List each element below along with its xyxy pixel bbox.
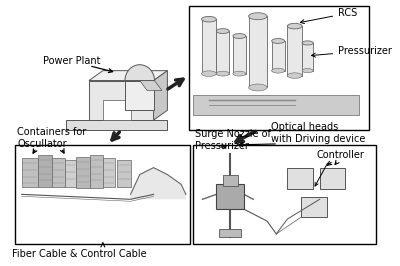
Polygon shape [140,81,162,90]
Bar [22,158,38,188]
Bar [38,155,52,188]
Bar [272,41,284,71]
Text: Optical heads
with Driving device: Optical heads with Driving device [271,122,365,144]
Ellipse shape [202,71,216,76]
Bar [223,174,238,186]
Ellipse shape [216,29,229,34]
Bar [65,160,76,188]
Bar [90,155,103,188]
Text: Containers for
Oscullator: Containers for Oscullator [17,127,86,149]
Bar [103,158,115,188]
Wedge shape [125,65,154,81]
Polygon shape [89,71,168,81]
Bar [202,19,216,74]
Bar [52,158,65,188]
Bar [249,16,267,88]
Bar [76,157,90,188]
Polygon shape [103,100,130,120]
Ellipse shape [233,34,246,39]
Ellipse shape [249,13,267,20]
Bar [320,168,346,189]
Ellipse shape [287,23,302,29]
Bar [15,145,190,244]
Ellipse shape [216,71,229,76]
Bar [193,95,359,115]
Bar [302,43,313,71]
Text: Fiber Cable & Control Cable: Fiber Cable & Control Cable [12,249,147,259]
Ellipse shape [272,68,284,73]
Bar [117,160,132,188]
Bar [287,26,302,76]
Bar [287,168,313,189]
Bar [219,229,241,237]
Bar [301,197,327,217]
Polygon shape [66,120,168,130]
Ellipse shape [202,16,216,22]
Polygon shape [154,71,168,120]
Ellipse shape [302,41,313,45]
Text: Power Plant: Power Plant [43,56,100,66]
Text: Controller: Controller [317,150,365,160]
Text: Pressurizer: Pressurizer [312,46,392,57]
Ellipse shape [287,73,302,78]
Bar [216,31,229,74]
Bar [233,36,246,74]
Bar [189,6,368,130]
Ellipse shape [272,39,284,43]
Text: Surge Nozzle of
Pressurizer: Surge Nozzle of Pressurizer [195,129,271,151]
Ellipse shape [249,84,267,91]
Bar [193,145,376,244]
Polygon shape [89,81,154,120]
Polygon shape [130,168,186,199]
Ellipse shape [302,69,313,73]
Ellipse shape [233,71,246,76]
Bar [216,184,244,209]
Text: RCS: RCS [300,8,357,24]
Bar [125,81,154,110]
